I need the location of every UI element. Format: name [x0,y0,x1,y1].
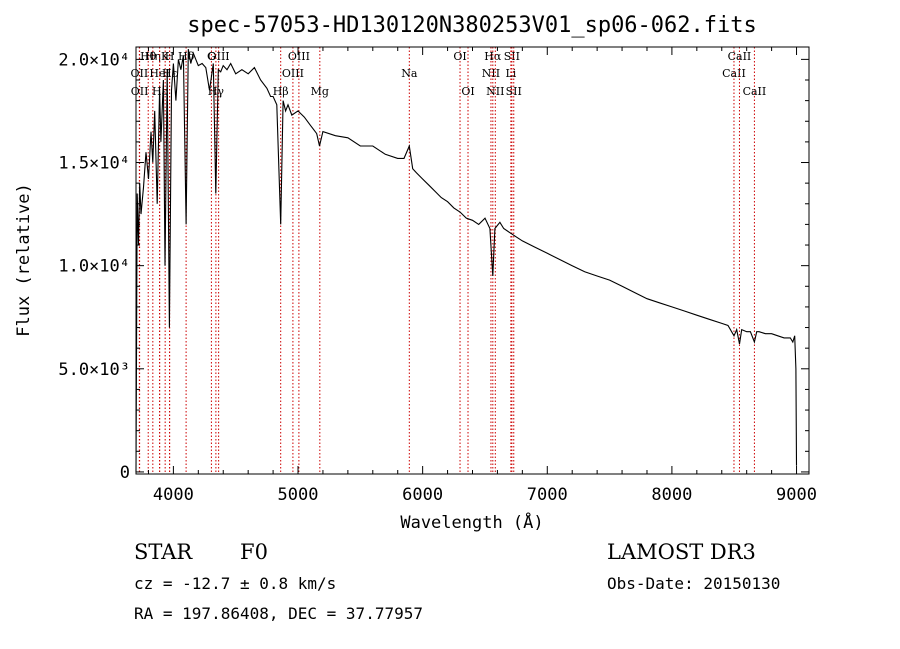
object-subclass: F0 [240,540,268,564]
line-label-16: Mg [311,85,329,98]
line-label-19: OI [461,85,474,98]
plot-frame [135,46,810,475]
spectrum-series-line [135,49,798,472]
x-tick-label-2: 6000 [402,485,443,505]
y-tick-label-1: 5.0×10³ [58,360,130,380]
x-tick-label-3: 7000 [527,485,568,505]
line-label-8: Hε [162,67,178,80]
line-label-6: K [161,50,170,63]
x-tick-label-4: 8000 [651,485,692,505]
line-label-3: Hη [145,50,161,63]
line-label-28: CaII [743,85,767,98]
y-axis-label: Flux (relative) [14,183,34,337]
line-label-17: Na [401,67,418,80]
line-label-25: SII [506,85,522,98]
line-label-23: SII [504,50,520,63]
x-axis-label: Wavelength (Å) [400,511,543,533]
line-label-26: CaII [722,67,746,80]
line-label-20: NII [482,67,500,80]
y-tick-label-3: 1.5×10⁴ [58,154,130,174]
line-label-2: OII [131,85,149,98]
x-tick-label-0: 4000 [153,485,194,505]
line-label-0: Hθ [140,50,157,63]
line-label-18: OI [453,50,466,63]
line-label-1: OII [131,67,149,80]
line-label-7: H [165,50,175,63]
line-label-14: OIII [282,67,304,80]
line-label-13: Hβ [273,85,289,98]
observation-date: Obs-Date: 20150130 [607,574,781,593]
line-label-21: Hα [484,50,502,63]
y-tick-label-0: 0 [120,463,130,483]
x-tick-label-1: 5000 [278,485,319,505]
line-label-15: OIII [288,50,310,63]
y-axis-ticks: 0 5.0×10³ 1.0×10⁴ 1.5×10⁴ 2.0×10⁴ [58,50,809,483]
chart-title: spec-57053-HD130120N380253V01_sp06-062.f… [187,13,757,38]
line-label-4: HeI [149,67,169,80]
y-tick-label-2: 1.0×10⁴ [58,257,130,277]
line-label-24: Li [505,67,516,80]
line-label-27: CaII [728,50,752,63]
x-tick-label-5: 9000 [776,485,817,505]
y-tick-label-4: 2.0×10⁴ [58,50,130,70]
x-axis-ticks: 4000 5000 6000 7000 8000 9000 [147,47,817,505]
redshift-velocity: cz = -12.7 ± 0.8 km/s [134,574,337,593]
line-label-12: Hγ [208,85,225,98]
object-class: STAR [134,540,193,564]
line-label-22: NII [486,85,504,98]
ra-dec-coordinates: RA = 197.86408, DEC = 37.77957 [134,604,423,623]
line-label-10: G [207,50,216,63]
survey-name: LAMOST DR3 [607,540,756,564]
line-label-11: OIII [208,50,230,63]
